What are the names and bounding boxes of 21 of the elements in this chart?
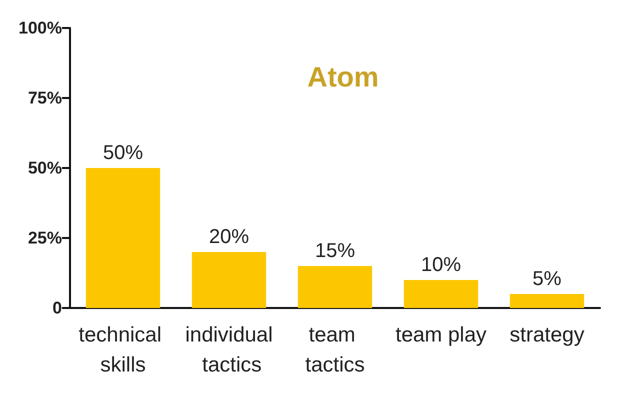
bar bbox=[86, 168, 160, 308]
y-tick-label: 75% bbox=[28, 88, 62, 108]
y-tick-label: 0 bbox=[52, 298, 62, 318]
y-tick-label: 25% bbox=[28, 228, 62, 248]
data-label: 5% bbox=[532, 268, 562, 290]
x-tick-label: individual tactics bbox=[185, 324, 273, 376]
bar bbox=[404, 280, 478, 308]
x-tick-label: team play bbox=[395, 324, 488, 346]
data-label: 15% bbox=[314, 240, 356, 262]
x-tick-label: technical skills bbox=[78, 324, 168, 376]
data-label: 50% bbox=[102, 142, 144, 164]
x-tick-label: team tactics bbox=[305, 324, 365, 376]
bar bbox=[510, 294, 584, 308]
bar bbox=[298, 266, 372, 308]
data-label: 20% bbox=[208, 226, 250, 248]
y-tick-label: 100% bbox=[18, 18, 62, 38]
data-label: 10% bbox=[420, 254, 462, 276]
text: Atom bbox=[307, 62, 379, 92]
x-tick-label: strategy bbox=[510, 324, 585, 346]
y-tick-label: 50% bbox=[28, 158, 62, 178]
bar bbox=[192, 252, 266, 308]
